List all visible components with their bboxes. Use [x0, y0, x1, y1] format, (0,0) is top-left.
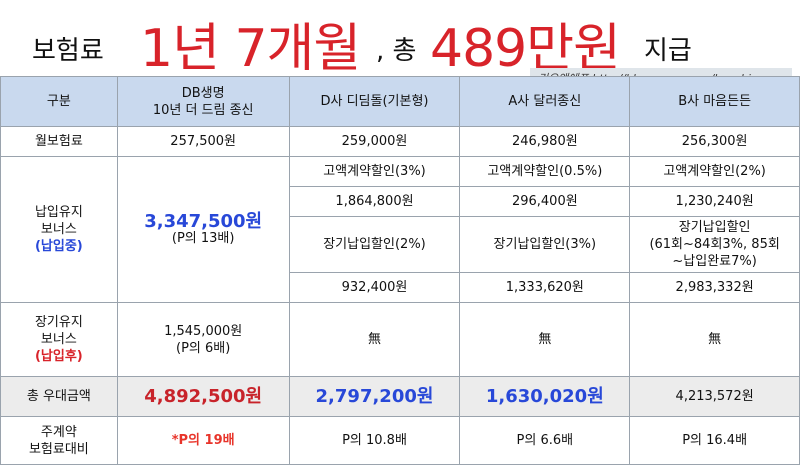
maintain-d-value1: 1,864,800원	[288, 186, 461, 217]
header-db-product: 10년 더 드림 종신	[152, 102, 254, 118]
maintain-db-amount: 3,347,500원	[144, 210, 263, 232]
long-a: 無	[459, 302, 631, 377]
header-db: DB생명 10년 더 드림 종신	[116, 76, 290, 127]
maintain-b-discount2-line1: 장기납입할인	[678, 220, 751, 235]
title-period: 1년 7개월	[140, 19, 361, 79]
long-db-amount: 1,545,000원	[164, 323, 243, 339]
monthly-d: 259,000원	[288, 126, 461, 157]
maintain-label-2: 보너스	[40, 222, 77, 237]
ratio-a: P의 6.6배	[459, 416, 631, 465]
table-row: 장기납입할인(2%) 장기납입할인(3%) 장기납입할인 (61회~84회3%,…	[1, 216, 800, 273]
row-label-monthly: 월보험료	[0, 126, 118, 157]
maintain-label-1: 납입유지	[34, 205, 83, 220]
row-label-long-bonus: 장기유지 보너스 (납입후)	[0, 302, 118, 377]
long-b: 無	[629, 302, 800, 377]
long-label-1: 장기유지	[34, 315, 83, 330]
maintain-b-discount2: 장기납입할인 (61회~84회3%, 85회 ~납입완료7%)	[629, 216, 800, 273]
monthly-a: 246,980원	[459, 126, 631, 157]
header-a: A사 달러종신	[459, 76, 631, 127]
header-db-company: DB생명	[181, 85, 225, 101]
long-db-ratio: (P의 6배)	[176, 340, 231, 356]
total-d: 2,797,200원	[288, 376, 461, 417]
ratio-b: P의 16.4배	[629, 416, 800, 465]
table-row: 장기유지 보너스 (납입후) 1,545,000원 (P의 6배) 無 無 無	[0, 302, 800, 377]
table-row: 1,864,800원 296,400원 1,230,240원	[1, 186, 800, 217]
ratio-d: P의 10.8배	[288, 416, 461, 465]
maintain-db-ratio: (P의 13배)	[171, 230, 235, 246]
maintain-a-discount2: 장기납입할인(3%)	[459, 216, 631, 273]
maintain-b-discount1: 고액계약할인(2%)	[629, 156, 800, 187]
maintain-d-discount2: 장기납입할인(2%)	[288, 216, 461, 273]
row-label-maintain-bonus: 납입유지 보너스 (납입중)	[0, 156, 118, 303]
table-row: 월보험료 257,500원 259,000원 246,980원 256,300원	[0, 126, 800, 157]
maintain-d-discount1: 고액계약할인(3%)	[288, 156, 461, 187]
row-label-total: 총 우대금액	[0, 376, 118, 417]
maintain-b-value1: 1,230,240원	[629, 186, 800, 217]
header-d: D사 디딤돌(기본형)	[288, 76, 461, 127]
title-suffix: 지급	[644, 36, 692, 66]
table-header-row: 구분 DB생명 10년 더 드림 종신 D사 디딤돌(기본형) A사 달러종신 …	[0, 76, 800, 127]
row-label-ratio: 주계약 보험료대비	[0, 416, 118, 465]
monthly-b: 256,300원	[629, 126, 800, 157]
long-db-cell: 1,545,000원 (P의 6배)	[116, 302, 290, 377]
header-category: 구분	[0, 76, 118, 127]
maintain-db-cell: 3,347,500원 (P의 13배)	[116, 156, 290, 303]
title-prefix: 보험료	[32, 36, 104, 66]
ratio-label-2: 보험료대비	[28, 441, 89, 457]
total-a: 1,630,020원	[459, 376, 631, 417]
table-row: 932,400원 1,333,620원 2,983,332원	[1, 272, 800, 303]
maintain-a-value2: 1,333,620원	[459, 272, 631, 303]
maintain-b-discount2-line2: (61회~84회3%, 85회	[649, 237, 780, 252]
maintain-label-3: (납입중)	[34, 239, 83, 254]
ratio-label-1: 주계약	[40, 424, 77, 440]
monthly-db: 257,500원	[116, 126, 290, 157]
long-label-2: 보너스	[40, 332, 77, 347]
maintain-a-value1: 296,400원	[459, 186, 631, 217]
maintain-b-value2: 2,983,332원	[629, 272, 800, 303]
page-title: 보험료 1년 7개월 , 총 489만원 지급	[0, 0, 800, 79]
long-d: 無	[288, 302, 461, 377]
maintain-d-value2: 932,400원	[288, 272, 461, 303]
header-b: B사 마음든든	[629, 76, 800, 127]
table-row: 주계약 보험료대비 *P의 19배 P의 10.8배 P의 6.6배 P의 16…	[0, 416, 800, 465]
total-b: 4,213,572원	[629, 376, 800, 417]
table-row: 총 우대금액 4,892,500원 2,797,200원 1,630,020원 …	[0, 376, 800, 417]
long-label-3: (납입후)	[34, 349, 83, 364]
ratio-db: *P의 19배	[116, 416, 290, 465]
total-db: 4,892,500원	[116, 376, 290, 417]
maintain-a-discount1: 고액계약할인(0.5%)	[459, 156, 631, 187]
table-row: 납입유지 보너스 (납입중) 3,347,500원 (P의 13배) 고액계약할…	[0, 156, 800, 303]
comparison-table: 구분 DB생명 10년 더 드림 종신 D사 디딤돌(기본형) A사 달러종신 …	[0, 76, 800, 465]
title-mid: , 총	[376, 36, 417, 66]
maintain-b-discount2-line3: ~납입완료7%)	[672, 254, 757, 269]
